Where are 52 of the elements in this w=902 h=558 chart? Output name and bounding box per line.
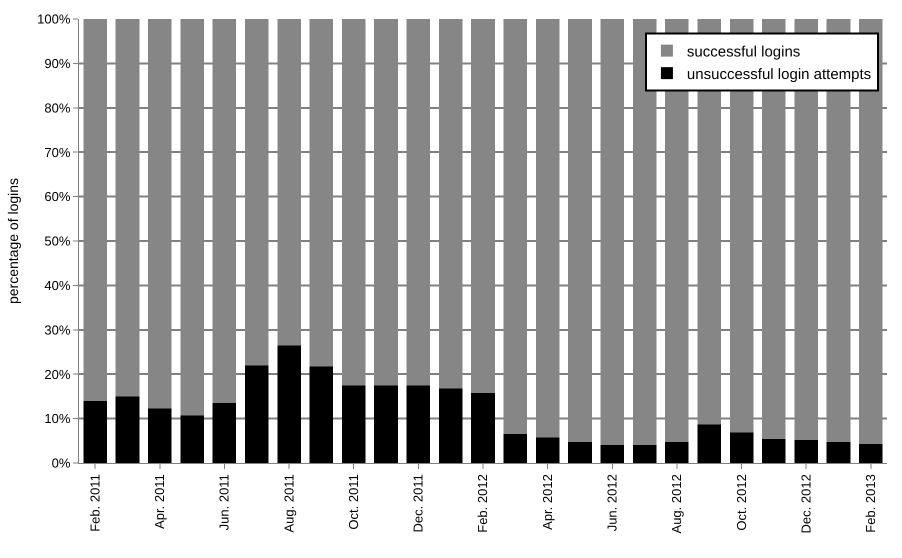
- bar: [277, 345, 301, 463]
- legend-label: successful logins: [686, 43, 800, 60]
- bar: [794, 440, 818, 463]
- bar: [116, 396, 140, 463]
- bar: [762, 439, 786, 463]
- y-axis-title: percentage of logins: [4, 178, 21, 304]
- x-tick-label: Dec. 2012: [798, 474, 814, 534]
- y-tick-label: 70%: [44, 144, 71, 160]
- y-tick-label: 90%: [44, 56, 71, 71]
- x-tick-label: Feb. 2013: [863, 474, 878, 533]
- bar: [244, 365, 269, 463]
- x-tick-label: Jun. 2012: [604, 474, 620, 532]
- bar: [212, 403, 236, 463]
- y-tick-label: 100%: [37, 12, 71, 27]
- bar: [859, 444, 883, 463]
- x-tick-label: Apr. 2011: [152, 474, 168, 529]
- bar: [536, 437, 560, 463]
- bar: [826, 442, 850, 463]
- y-tick-label: 0%: [52, 456, 71, 471]
- y-tick-label: 50%: [44, 234, 71, 249]
- x-tick-label: Aug. 2011: [281, 474, 296, 533]
- bar: [471, 392, 495, 463]
- bar: [310, 366, 334, 463]
- bar: [504, 434, 528, 463]
- bar: [568, 442, 592, 463]
- x-tick-label: Feb. 2012: [475, 474, 490, 533]
- x-tick-label: Dec. 2011: [410, 474, 426, 532]
- bar: [730, 432, 754, 463]
- x-tick-label: Oct. 2011: [346, 474, 361, 530]
- bar: [374, 385, 398, 463]
- bar: [83, 400, 107, 463]
- y-tick-label: 60%: [44, 189, 71, 204]
- bar: [342, 385, 366, 463]
- y-tick-label: 20%: [44, 366, 71, 382]
- legend-label: unsuccessful login attempts: [686, 66, 872, 83]
- bar: [406, 385, 430, 463]
- y-tick-label: 30%: [44, 322, 71, 338]
- bar: [180, 415, 204, 463]
- x-tick-label: Feb. 2011: [87, 474, 102, 532]
- y-tick-label: 80%: [44, 100, 71, 116]
- y-tick-label: 10%: [44, 411, 71, 426]
- y-tick-label: 40%: [44, 278, 71, 293]
- bar: [632, 444, 656, 463]
- bar: [600, 444, 624, 463]
- bar: [438, 388, 462, 463]
- bar: [665, 442, 689, 463]
- x-tick-label: Apr. 2012: [540, 474, 555, 530]
- bar: [697, 424, 722, 463]
- x-tick-label: Aug. 2012: [669, 474, 684, 534]
- x-tick-label: Oct. 2012: [734, 474, 749, 531]
- bar: [148, 408, 172, 463]
- x-tick-label: Jun. 2011: [216, 474, 232, 530]
